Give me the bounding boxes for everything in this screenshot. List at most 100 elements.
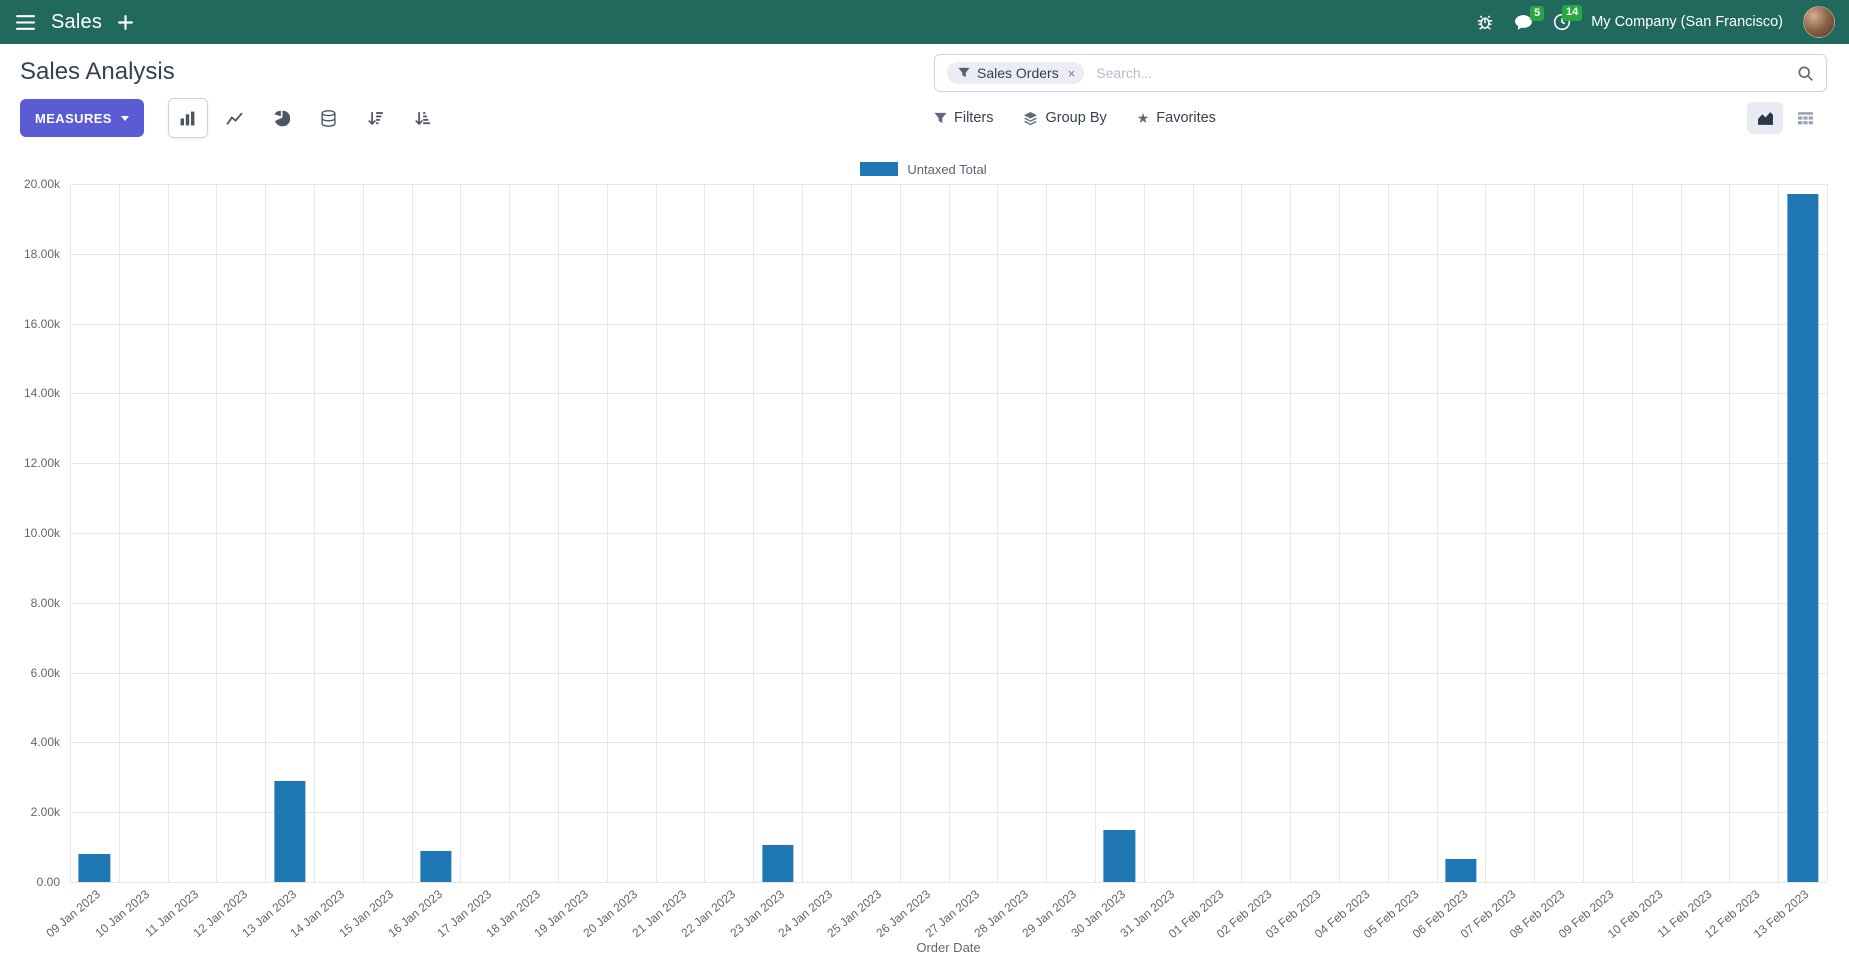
- chevron-down-icon: [120, 115, 129, 121]
- bar[interactable]: [420, 850, 452, 882]
- search-facet[interactable]: Sales Orders ×: [947, 62, 1085, 84]
- gridline-vertical: [753, 184, 755, 882]
- gridline-vertical: [899, 184, 901, 882]
- gridline-vertical: [655, 184, 657, 882]
- plot-area: [70, 184, 1828, 883]
- messages-badge: 5: [1530, 5, 1545, 22]
- y-tick-label: 4.00k: [30, 735, 60, 750]
- chart-area: 0.00 2.00k 4.00k 6.00k 8.00k 10.00k 12.00k 14.0…: [20, 177, 1828, 955]
- y-tick-label: 10.00k: [23, 526, 60, 540]
- hamburger-menu-icon[interactable]: [16, 14, 35, 30]
- gridline-vertical: [1778, 184, 1780, 882]
- plus-icon[interactable]: [118, 14, 134, 30]
- y-tick-label: 0.00: [36, 875, 60, 889]
- measures-button[interactable]: MEASURES: [20, 99, 144, 137]
- gridline-vertical: [1631, 184, 1633, 882]
- graph-view: Untaxed Total 0.00 2.00k 4.00k 6.00k 8.00k 10…: [0, 146, 1849, 963]
- gridline-vertical: [948, 184, 950, 882]
- chart-legend-item[interactable]: Untaxed Total: [20, 154, 1827, 184]
- gridline-vertical: [1680, 184, 1682, 882]
- graph-view-button[interactable]: [1747, 102, 1783, 134]
- favorites-button[interactable]: ★ Favorites: [1137, 110, 1216, 126]
- gridline-vertical: [1729, 184, 1731, 882]
- bar[interactable]: [1786, 194, 1819, 882]
- activities-badge: 14: [1561, 5, 1583, 21]
- line-chart-button[interactable]: [215, 98, 255, 138]
- search-facet-label: Sales Orders: [977, 65, 1059, 81]
- gridline-vertical: [704, 184, 706, 882]
- x-axis-labels: 09 Jan 2023 10 Jan 2023 11 Jan 2023 12 Jan …: [44, 882, 1827, 941]
- y-tick-label: 16.00k: [23, 316, 60, 331]
- gridline-vertical: [265, 184, 267, 882]
- gridline-vertical: [1290, 184, 1292, 882]
- view-switchers: [1747, 102, 1823, 134]
- gridline-vertical: [118, 184, 120, 882]
- layers-icon: [1023, 111, 1038, 126]
- measures-label: MEASURES: [35, 110, 112, 126]
- search-bar[interactable]: Sales Orders ×: [934, 54, 1827, 92]
- y-tick-label: 6.00k: [30, 665, 60, 680]
- page-title: Sales Analysis: [20, 58, 175, 85]
- facet-remove-icon[interactable]: ×: [1067, 65, 1076, 81]
- stacked-toggle-button[interactable]: [309, 98, 349, 138]
- bar[interactable]: [274, 780, 306, 882]
- gridline-vertical: [1192, 184, 1194, 882]
- pie-chart-button[interactable]: [262, 98, 302, 138]
- favorites-label: Favorites: [1156, 110, 1216, 126]
- gridline-vertical: [558, 184, 560, 882]
- group-by-label: Group By: [1045, 110, 1107, 126]
- y-tick-label: 2.00k: [30, 805, 60, 820]
- gridline-vertical: [460, 184, 462, 882]
- y-tick-label: 14.00k: [23, 386, 60, 401]
- gridline-vertical: [167, 184, 169, 882]
- gridline-vertical: [1485, 184, 1487, 882]
- gridline-vertical: [1241, 184, 1243, 882]
- graph-toolbar: MEASURES: [20, 98, 910, 138]
- gridline-vertical: [216, 184, 218, 882]
- y-tick-label: 12.00k: [23, 456, 60, 471]
- gridline-vertical: [1387, 184, 1389, 882]
- debug-bug-icon[interactable]: [1476, 13, 1494, 31]
- gridline-vertical: [1338, 184, 1340, 882]
- sort-ascending-button[interactable]: [403, 98, 443, 138]
- star-icon: ★: [1136, 110, 1150, 126]
- gridline-vertical: [802, 184, 804, 882]
- gridline-vertical: [314, 184, 316, 882]
- legend-label: Untaxed Total: [907, 161, 987, 177]
- gridline-vertical: [1827, 184, 1828, 882]
- y-tick-label: 20.00k: [23, 177, 60, 191]
- gridline-vertical: [1436, 184, 1438, 882]
- messages-icon[interactable]: 5: [1514, 5, 1545, 31]
- bar-chart-button[interactable]: [167, 98, 208, 138]
- pivot-view-button[interactable]: [1787, 102, 1823, 134]
- filters-button[interactable]: Filters: [934, 110, 993, 126]
- app-name[interactable]: Sales: [51, 10, 103, 33]
- bar[interactable]: [762, 845, 794, 882]
- sort-descending-button[interactable]: [356, 98, 396, 138]
- y-tick-label: 18.00k: [23, 246, 60, 261]
- legend-swatch: [860, 162, 899, 176]
- bar[interactable]: [1103, 829, 1135, 882]
- x-axis-title: Order Date: [916, 940, 981, 955]
- gridline-horizontal: [70, 882, 1827, 883]
- company-switcher[interactable]: My Company (San Francisco): [1591, 14, 1783, 30]
- y-axis: 0.00 2.00k 4.00k 6.00k 8.00k 10.00k 12.00k 14.0…: [20, 177, 70, 889]
- activities-clock-icon[interactable]: 14: [1553, 5, 1583, 31]
- gridline-vertical: [997, 184, 999, 882]
- search-input[interactable]: [1094, 64, 1787, 82]
- bar[interactable]: [78, 854, 111, 882]
- user-avatar[interactable]: [1803, 6, 1835, 38]
- gridline-vertical: [362, 184, 364, 882]
- search-options-row: Filters Group By ★ Favorites: [934, 98, 1827, 138]
- gridline-vertical: [70, 184, 71, 882]
- gridline-vertical: [606, 184, 608, 882]
- gridline-vertical: [1046, 184, 1048, 882]
- filters-label: Filters: [954, 110, 994, 126]
- filter-funnel-icon: [958, 67, 970, 79]
- bar[interactable]: [1445, 859, 1477, 882]
- gridline-vertical: [850, 184, 852, 882]
- filter-funnel-icon: [934, 112, 947, 125]
- group-by-button[interactable]: Group By: [1023, 110, 1107, 126]
- y-tick-label: 8.00k: [30, 595, 60, 610]
- search-icon[interactable]: [1797, 65, 1814, 82]
